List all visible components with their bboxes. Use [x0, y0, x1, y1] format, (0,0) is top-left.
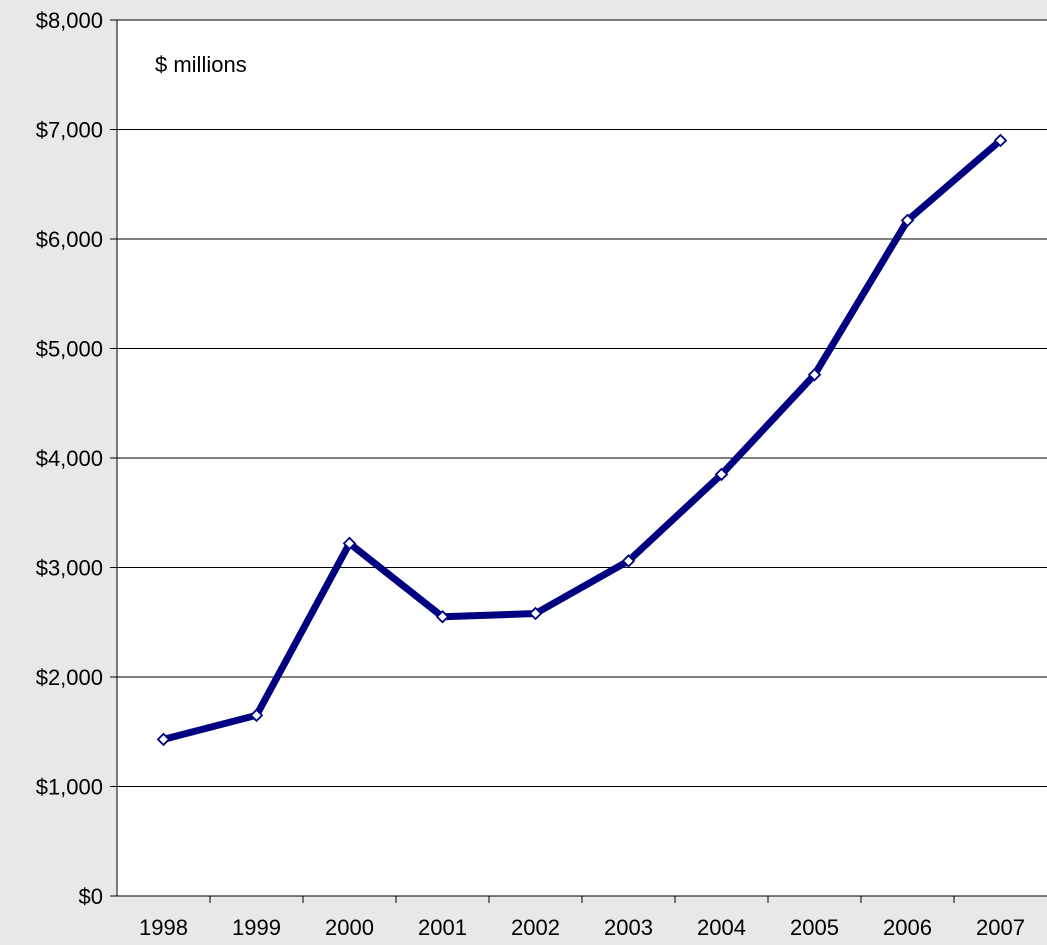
axes: [110, 19, 1047, 903]
tick-labels: $0 $1,000 $2,000 $3,000 $4,000 $5,000 $6,000 $7…: [36, 8, 1025, 940]
data-point: [528, 606, 543, 621]
y-tick-label: $3,000: [36, 556, 103, 581]
x-tick-label: 2000: [325, 915, 374, 940]
data-point: [249, 708, 264, 723]
y-tick-label: $7,000: [36, 118, 103, 143]
x-tick-label: 2004: [697, 915, 746, 940]
y-tick-label: $8,000: [36, 8, 103, 33]
gridlines: [117, 19, 1047, 787]
markers: [156, 133, 1008, 747]
y-tick-label: $4,000: [36, 446, 103, 471]
x-tick-label: 2003: [604, 915, 653, 940]
y-tick-label: $0: [79, 884, 103, 909]
x-tick-label: 2006: [883, 915, 932, 940]
y-tick-label: $5,000: [36, 337, 103, 362]
x-tick-label: 1998: [139, 915, 188, 940]
x-tick-label: 1999: [232, 915, 281, 940]
y-tick-label: $2,000: [36, 665, 103, 690]
data-point: [993, 133, 1008, 148]
series-line: [160, 136, 1004, 743]
data-point: [156, 732, 171, 747]
data-point: [435, 610, 450, 624]
data-point: [714, 467, 729, 482]
data-point: [900, 213, 915, 228]
y-tick-label: $6,000: [36, 227, 103, 252]
data-point: [621, 554, 636, 568]
x-tick-label: 2001: [418, 915, 467, 940]
x-tick-label: 2007: [976, 915, 1025, 940]
x-tick-label: 2005: [790, 915, 839, 940]
series-layer: [160, 136, 1004, 743]
units-annotation: $ millions: [155, 52, 247, 77]
data-point: [342, 536, 357, 551]
data-point: [807, 368, 822, 382]
y-tick-label: $1,000: [36, 775, 103, 800]
x-tick-label: 2002: [511, 915, 560, 940]
